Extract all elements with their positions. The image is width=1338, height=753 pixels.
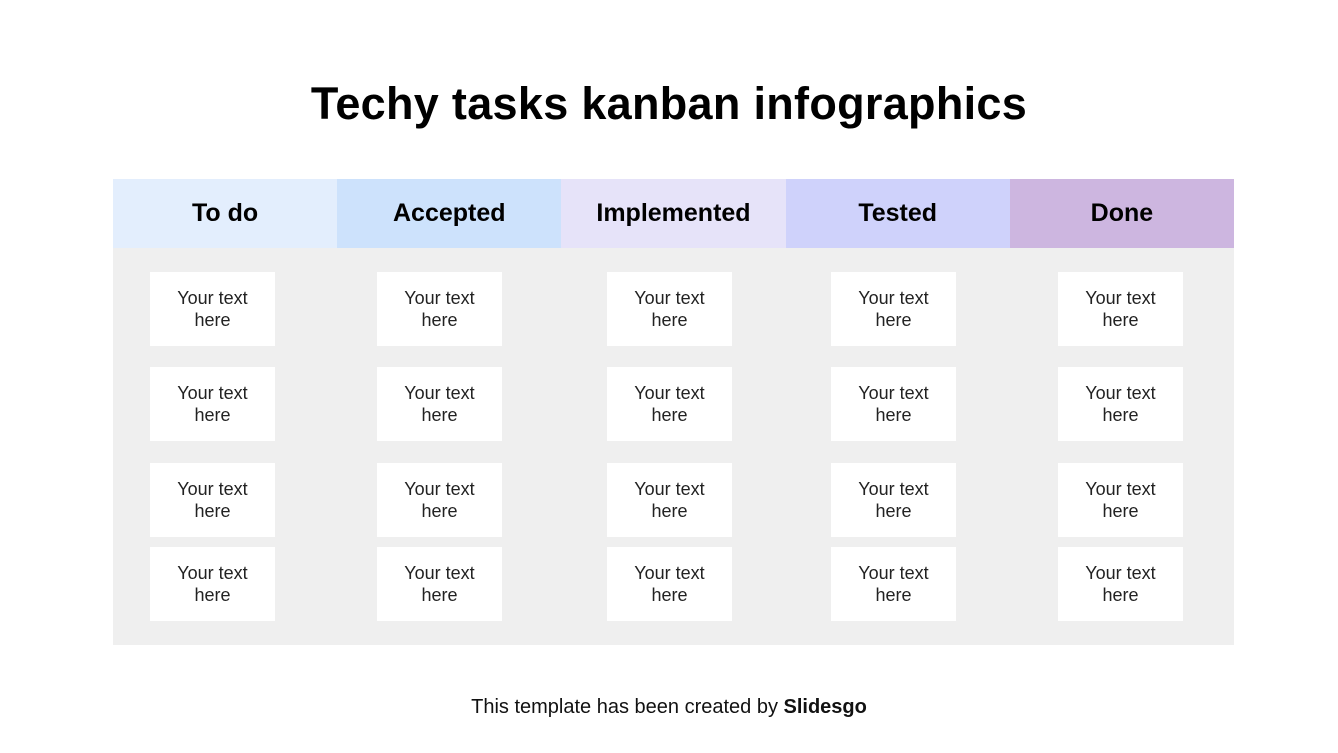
task-card[interactable]: Your text here bbox=[150, 367, 275, 441]
task-card[interactable]: Your text here bbox=[607, 547, 732, 621]
task-card[interactable]: Your text here bbox=[377, 463, 502, 537]
task-card-text: Your text here bbox=[404, 479, 475, 521]
kanban-board: To do Your text here Your text here Your te… bbox=[113, 179, 1234, 645]
task-card-text: Your text here bbox=[858, 479, 929, 521]
task-card[interactable]: Your text here bbox=[377, 272, 502, 346]
task-card-text: Your text here bbox=[858, 288, 929, 330]
column-header-done: Done bbox=[1009, 179, 1234, 248]
task-card[interactable]: Your text here bbox=[150, 547, 275, 621]
task-card-text: Your text here bbox=[177, 383, 248, 425]
footer-brand: Slidesgo bbox=[783, 696, 867, 718]
task-card[interactable]: Your text here bbox=[377, 367, 502, 441]
task-card-text: Your text here bbox=[404, 383, 475, 425]
footer-credit: This template has been created by Slides… bbox=[0, 696, 1338, 719]
column-header-accepted: Accepted bbox=[337, 179, 562, 248]
task-card[interactable]: Your text here bbox=[1058, 547, 1183, 621]
task-card[interactable]: Your text here bbox=[150, 463, 275, 537]
task-card-text: Your text here bbox=[634, 563, 705, 605]
task-card-text: Your text here bbox=[177, 288, 248, 330]
task-card-text: Your text here bbox=[1085, 383, 1156, 425]
task-card[interactable]: Your text here bbox=[377, 547, 502, 621]
task-card-text: Your text here bbox=[1085, 479, 1156, 521]
task-card-text: Your text here bbox=[404, 288, 475, 330]
task-card-text: Your text here bbox=[1085, 563, 1156, 605]
task-card[interactable]: Your text here bbox=[607, 272, 732, 346]
footer-text: This template has been created by bbox=[471, 696, 784, 718]
task-card-text: Your text here bbox=[858, 383, 929, 425]
task-card-text: Your text here bbox=[634, 479, 705, 521]
task-card[interactable]: Your text here bbox=[150, 272, 275, 346]
column-header-implemented: Implemented bbox=[561, 179, 786, 248]
task-card[interactable]: Your text here bbox=[607, 367, 732, 441]
task-card[interactable]: Your text here bbox=[831, 463, 956, 537]
task-card[interactable]: Your text here bbox=[831, 547, 956, 621]
task-card-text: Your text here bbox=[634, 288, 705, 330]
task-card[interactable]: Your text here bbox=[831, 367, 956, 441]
task-card-text: Your text here bbox=[858, 563, 929, 605]
task-card[interactable]: Your text here bbox=[1058, 367, 1183, 441]
column-header-to-do: To do bbox=[113, 179, 338, 248]
task-card-text: Your text here bbox=[404, 563, 475, 605]
task-card[interactable]: Your text here bbox=[1058, 272, 1183, 346]
task-card-text: Your text here bbox=[177, 479, 248, 521]
task-card[interactable]: Your text here bbox=[831, 272, 956, 346]
task-card[interactable]: Your text here bbox=[1058, 463, 1183, 537]
task-card[interactable]: Your text here bbox=[607, 463, 732, 537]
column-header-tested: Tested bbox=[785, 179, 1010, 248]
page-title: Techy tasks kanban infographics bbox=[310, 78, 1028, 129]
task-card-text: Your text here bbox=[177, 563, 248, 605]
task-card-text: Your text here bbox=[634, 383, 705, 425]
task-card-text: Your text here bbox=[1085, 288, 1156, 330]
